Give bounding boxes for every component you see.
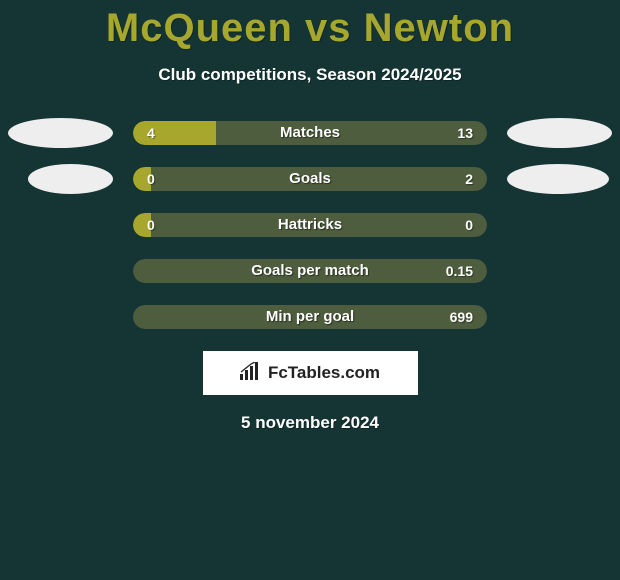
stat-bar: 699Min per goal (133, 305, 487, 329)
stat-label: Matches (133, 121, 487, 145)
stat-row: 00Hattricks (8, 213, 612, 237)
player-badge-right (507, 164, 609, 194)
stat-row: 699Min per goal (8, 305, 612, 329)
stats-area: 413Matches 02Goals 00Hattricks 0.15Goals pe… (0, 121, 620, 329)
stat-bar: 0.15Goals per match (133, 259, 487, 283)
player-badge-right (507, 118, 612, 148)
chart-icon (240, 362, 262, 385)
player-badge-left (28, 164, 113, 194)
branding-text: FcTables.com (268, 363, 380, 383)
stat-label: Goals per match (133, 259, 487, 283)
page-title: McQueen vs Newton (0, 0, 620, 51)
date-label: 5 november 2024 (0, 413, 620, 433)
stat-label: Hattricks (133, 213, 487, 237)
stat-bar: 02Goals (133, 167, 487, 191)
stat-row: 413Matches (8, 121, 612, 145)
stat-bar: 00Hattricks (133, 213, 487, 237)
stat-label: Goals (133, 167, 487, 191)
branding-badge: FcTables.com (203, 351, 418, 395)
stat-bar: 413Matches (133, 121, 487, 145)
subtitle: Club competitions, Season 2024/2025 (0, 65, 620, 85)
comparison-card: McQueen vs Newton Club competitions, Sea… (0, 0, 620, 433)
stat-label: Min per goal (133, 305, 487, 329)
player-badge-left (8, 118, 113, 148)
stat-row: 02Goals (8, 167, 612, 191)
stat-row: 0.15Goals per match (8, 259, 612, 283)
